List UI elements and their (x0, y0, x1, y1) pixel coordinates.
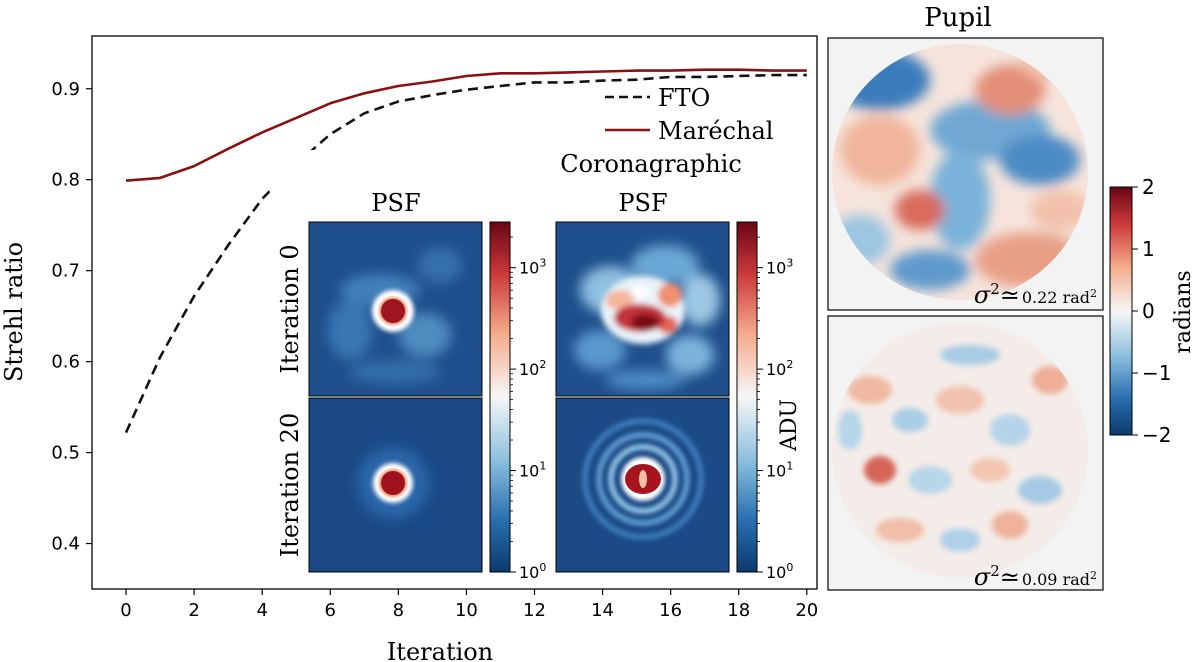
x-tick-label: 12 (523, 600, 546, 621)
psf-frame-20 (308, 397, 483, 573)
legend: FTO Maréchal (605, 84, 773, 145)
y-tick-label: 0.9 (51, 79, 80, 100)
colorbar-tick-label: 100 (766, 561, 793, 582)
x-axis-label: Iteration (387, 638, 493, 662)
y-tick-label: 0.8 (51, 170, 80, 191)
y-tick-label: 0.5 (51, 443, 80, 464)
coronagraphic-colorbar: 100 101 102 103 (736, 221, 793, 582)
pupil-map-iteration-20 (832, 322, 1088, 578)
x-tick-label: 2 (188, 600, 199, 621)
radians-label: radians (1171, 270, 1196, 353)
legend-fto-label: FTO (658, 84, 710, 112)
psf-column-title: PSF (371, 189, 420, 217)
x-tick-label: 18 (727, 600, 750, 621)
coronagraphic-frame-20 (555, 397, 730, 573)
x-tick-label: 20 (795, 600, 818, 621)
x-tick-label: 8 (393, 600, 404, 621)
sigma-label-20: σ2≃ 0.09 rad2 (974, 562, 1097, 591)
y-axis: 0.4 0.5 0.6 0.7 0.8 0.9 (51, 79, 92, 555)
psf-iteration-20 (309, 398, 482, 572)
colorbar-tick-label: 103 (519, 257, 546, 278)
colorbar-tick-label: −2 (1142, 423, 1171, 447)
coronagraphic-psf-iteration-20 (556, 398, 729, 572)
x-tick-label: 4 (256, 600, 267, 621)
sigma-label-0: σ2≃ 0.22 rad2 (974, 280, 1097, 309)
adu-label: ADU (777, 399, 802, 452)
y-tick-label: 0.6 (51, 352, 80, 373)
series-line-marechal (125, 68, 807, 182)
y-tick-label: 0.7 (51, 261, 80, 282)
colorbar-tick-label: 1 (1142, 237, 1155, 261)
colorbar-tick-label: 100 (519, 561, 546, 582)
legend-marechal-label: Maréchal (658, 117, 773, 145)
pupil-map-iteration-0 (832, 44, 1088, 300)
coronagraphic-psf-title: PSF (618, 189, 667, 217)
y-axis-label: Strehl ratio (0, 242, 28, 382)
x-tick-label: 10 (455, 600, 478, 621)
colorbar-tick-label: 2 (1142, 175, 1155, 199)
pupil-panels: Pupil σ2≃ 0.22 rad2 (827, 3, 1196, 591)
psf-frame-0 (308, 221, 483, 397)
colorbar-tick-label: 101 (766, 460, 793, 481)
colorbar-tick-label: 101 (519, 460, 546, 481)
x-tick-label: 0 (120, 600, 131, 621)
coronagraphic-psf-iteration-0 (556, 222, 729, 396)
radians-colorbar: 2 1 0 −1 −2 (1109, 175, 1171, 447)
colorbar-tick-label: 102 (519, 358, 546, 379)
psf-inset: PSF Coronagraphic PSF Iteration 0 Iterat… (270, 150, 802, 582)
row-label-iteration-20: Iteration 20 (276, 413, 304, 558)
x-axis: 0 2 4 6 8 10 12 14 16 18 20 (120, 589, 818, 621)
coronagraphic-title: Coronagraphic (560, 150, 742, 178)
colorbar-tick-label: −1 (1142, 361, 1171, 385)
x-tick-label: 16 (659, 600, 682, 621)
strehl-plot: 0 2 4 6 8 10 12 14 16 18 20 0.4 0.5 0.6 0.7 0.8 0.9 Ite… (0, 35, 818, 662)
psf-colorbar: 100 101 102 103 (489, 221, 546, 582)
series-lines (124, 68, 807, 434)
y-tick-label: 0.4 (51, 534, 80, 555)
colorbar-tick-label: 103 (766, 257, 793, 278)
x-tick-label: 6 (325, 600, 336, 621)
colorbar-tick-label: 0 (1142, 299, 1155, 323)
coronagraphic-frame-0 (555, 221, 730, 397)
series-line-fto (124, 73, 807, 434)
pupil-title: Pupil (924, 3, 992, 33)
x-tick-label: 14 (591, 600, 614, 621)
colorbar-tick-label: 102 (766, 358, 793, 379)
plot-frame (91, 35, 818, 590)
row-label-iteration-0: Iteration 0 (276, 244, 304, 373)
psf-iteration-0 (309, 222, 482, 396)
